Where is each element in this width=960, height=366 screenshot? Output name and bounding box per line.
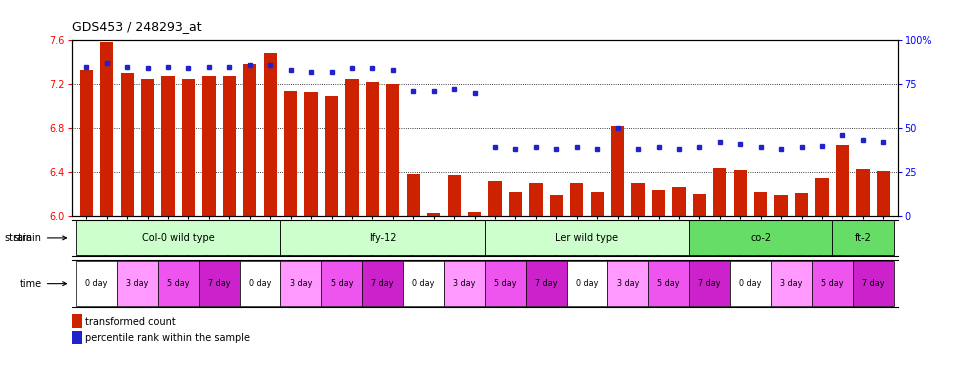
- Bar: [611, 126, 624, 216]
- Bar: [608, 261, 648, 306]
- Text: strain: strain: [5, 233, 33, 243]
- Text: 7 day: 7 day: [208, 279, 230, 288]
- Bar: [713, 168, 727, 216]
- Bar: [72, 331, 82, 344]
- Text: 3 day: 3 day: [290, 279, 312, 288]
- Text: 3 day: 3 day: [453, 279, 475, 288]
- Text: 7 day: 7 day: [698, 279, 721, 288]
- Bar: [322, 261, 362, 306]
- Text: 5 day: 5 day: [330, 279, 353, 288]
- Bar: [243, 64, 256, 216]
- Bar: [689, 220, 832, 255]
- Bar: [161, 76, 175, 216]
- Bar: [240, 261, 280, 306]
- Bar: [181, 79, 195, 216]
- Text: transformed count: transformed count: [85, 317, 177, 326]
- Bar: [812, 261, 852, 306]
- Bar: [324, 96, 338, 216]
- Bar: [403, 261, 444, 306]
- Bar: [570, 183, 584, 216]
- Bar: [117, 261, 157, 306]
- Bar: [775, 195, 788, 216]
- Bar: [280, 220, 485, 255]
- Text: 0 day: 0 day: [739, 279, 761, 288]
- Text: 3 day: 3 day: [780, 279, 803, 288]
- Text: co-2: co-2: [750, 233, 771, 243]
- Bar: [526, 261, 566, 306]
- Text: 7 day: 7 day: [372, 279, 394, 288]
- Bar: [80, 70, 93, 216]
- Bar: [529, 183, 542, 216]
- Text: percentile rank within the sample: percentile rank within the sample: [85, 333, 251, 343]
- Bar: [876, 171, 890, 216]
- Bar: [346, 79, 359, 216]
- Bar: [444, 261, 485, 306]
- Bar: [689, 261, 730, 306]
- Bar: [590, 192, 604, 216]
- Bar: [468, 212, 481, 216]
- Bar: [550, 195, 563, 216]
- Bar: [632, 183, 645, 216]
- Bar: [832, 220, 894, 255]
- Bar: [366, 82, 379, 216]
- Bar: [121, 73, 133, 216]
- Bar: [856, 169, 870, 216]
- Bar: [76, 261, 117, 306]
- Bar: [284, 91, 298, 216]
- Bar: [447, 175, 461, 216]
- Bar: [648, 261, 689, 306]
- Text: time: time: [19, 279, 42, 289]
- Text: 0 day: 0 day: [85, 279, 108, 288]
- Text: 5 day: 5 day: [494, 279, 516, 288]
- Text: Ler wild type: Ler wild type: [556, 233, 618, 243]
- Bar: [509, 192, 522, 216]
- Text: 7 day: 7 day: [862, 279, 884, 288]
- Bar: [693, 194, 706, 216]
- Bar: [407, 174, 420, 216]
- Bar: [754, 192, 767, 216]
- Bar: [489, 181, 502, 216]
- Bar: [362, 261, 403, 306]
- Bar: [771, 261, 812, 306]
- Bar: [141, 79, 155, 216]
- Bar: [485, 261, 526, 306]
- Text: 5 day: 5 day: [821, 279, 844, 288]
- Bar: [386, 84, 399, 216]
- Bar: [485, 220, 689, 255]
- Bar: [304, 92, 318, 216]
- Text: 3 day: 3 day: [616, 279, 639, 288]
- Text: 0 day: 0 day: [412, 279, 435, 288]
- Bar: [264, 53, 276, 216]
- Text: 0 day: 0 day: [576, 279, 598, 288]
- Bar: [795, 193, 808, 216]
- Bar: [199, 261, 240, 306]
- Bar: [733, 170, 747, 216]
- Bar: [427, 213, 441, 216]
- Bar: [100, 42, 113, 216]
- Text: ft-2: ft-2: [854, 233, 872, 243]
- Text: lfy-12: lfy-12: [369, 233, 396, 243]
- Bar: [672, 187, 685, 216]
- Text: GDS453 / 248293_at: GDS453 / 248293_at: [72, 20, 202, 33]
- Bar: [280, 261, 322, 306]
- Bar: [566, 261, 608, 306]
- Bar: [852, 261, 894, 306]
- Text: 5 day: 5 day: [658, 279, 680, 288]
- Bar: [652, 190, 665, 216]
- Bar: [76, 220, 280, 255]
- Bar: [815, 178, 828, 216]
- Bar: [836, 145, 849, 216]
- Text: Col-0 wild type: Col-0 wild type: [142, 233, 215, 243]
- Text: strain: strain: [13, 233, 42, 243]
- Bar: [72, 314, 82, 328]
- Bar: [203, 76, 216, 216]
- Text: 7 day: 7 day: [535, 279, 558, 288]
- Text: 5 day: 5 day: [167, 279, 189, 288]
- Bar: [223, 76, 236, 216]
- Text: 3 day: 3 day: [126, 279, 149, 288]
- Text: 0 day: 0 day: [249, 279, 271, 288]
- Bar: [730, 261, 771, 306]
- Bar: [157, 261, 199, 306]
